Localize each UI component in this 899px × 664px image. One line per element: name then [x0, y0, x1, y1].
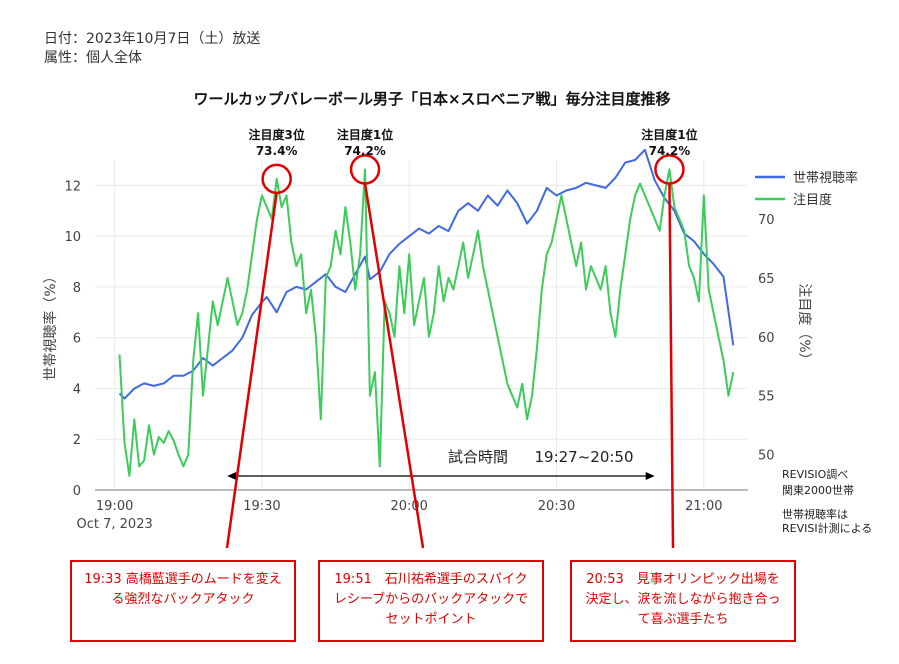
region-note: 関東2000世帯	[782, 484, 854, 497]
audience-attribute: 属性：個人全体	[44, 50, 142, 66]
match-span-arrowhead-left	[227, 472, 237, 480]
callout-box-3: 20:53 見事オリンピック出場を決定し、涙を流しながら抱き合って喜ぶ選手たち	[570, 560, 796, 642]
peak-value-label-1: 73.4%	[256, 144, 298, 158]
y-left-tick-label: 6	[73, 332, 81, 347]
y-left-tick-label: 10	[64, 230, 81, 245]
x-tick-label: 19:30	[243, 499, 280, 514]
y-left-tick-label: 2	[73, 433, 81, 448]
callout-box-2: 19:51 石川祐希選手のスパイクレシーブからのバックアタックでセットポイント	[318, 560, 544, 642]
callout-connector-3	[668, 183, 675, 549]
peak-value-label-2: 74.2%	[344, 144, 386, 158]
series-line-2	[118, 168, 735, 477]
callout-connector-2	[363, 183, 425, 549]
x-tick-label: 20:00	[390, 499, 427, 514]
basis-note: 世帯視聴率は REVISI計測による	[782, 508, 873, 535]
series-line-1	[118, 148, 735, 400]
y-left-tick-label: 12	[64, 179, 81, 194]
y-left-axis-title: 世帯視聴率（%）	[42, 269, 59, 380]
peak-rank-label-3: 注目度1位	[641, 127, 697, 142]
peak-rank-label-2: 注目度1位	[337, 127, 393, 142]
x-tick-label: 19:00	[96, 499, 133, 514]
peak-value-label-3: 74.2%	[649, 144, 691, 158]
match-span-range: 19:27~20:50	[534, 448, 633, 466]
chart-title: ワールカップバレーボール男子「日本×スロベニア戦」毎分注目度推移	[193, 90, 670, 108]
callout-connector-1	[225, 192, 278, 549]
match-span-label: 試合時間	[448, 448, 508, 466]
x-tick-label: 20:30	[538, 499, 575, 514]
legend-label-2: 注目度	[793, 192, 832, 208]
peak-rank-label-1: 注目度3位	[248, 127, 304, 142]
y-left-tick-label: 4	[73, 382, 81, 397]
y-right-tick-label: 70	[758, 213, 775, 228]
broadcast-date: 日付：2023年10月7日（土）放送	[44, 31, 261, 47]
legend-label-1: 世帯視聴率	[793, 170, 858, 186]
y-right-tick-label: 60	[758, 331, 775, 346]
match-span-arrowhead-right	[645, 472, 655, 480]
callout-box-1: 19:33 高橋藍選手のムードを変える強烈なバックアタック	[70, 560, 296, 642]
x-tick-label: 21:00	[685, 499, 722, 514]
y-right-tick-label: 50	[758, 449, 775, 464]
x-date-label: Oct 7, 2023	[77, 517, 153, 532]
y-left-tick-label: 0	[73, 484, 81, 499]
y-right-tick-label: 55	[758, 390, 775, 405]
y-right-tick-label: 65	[758, 272, 775, 287]
y-left-tick-label: 8	[73, 281, 81, 296]
source-note: REVISIO調べ	[782, 468, 849, 481]
y-right-axis-title: 注目度（%）	[796, 283, 812, 366]
